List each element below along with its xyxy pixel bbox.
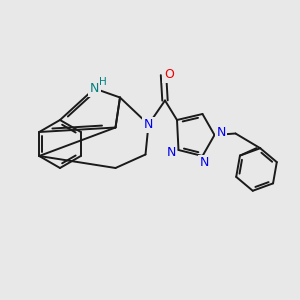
Text: N: N [90, 82, 99, 95]
Text: O: O [164, 68, 174, 82]
Text: N: N [166, 146, 176, 160]
Text: N: N [144, 118, 153, 131]
Text: H: H [99, 77, 107, 87]
Text: N: N [216, 125, 226, 139]
Text: N: N [199, 156, 209, 169]
